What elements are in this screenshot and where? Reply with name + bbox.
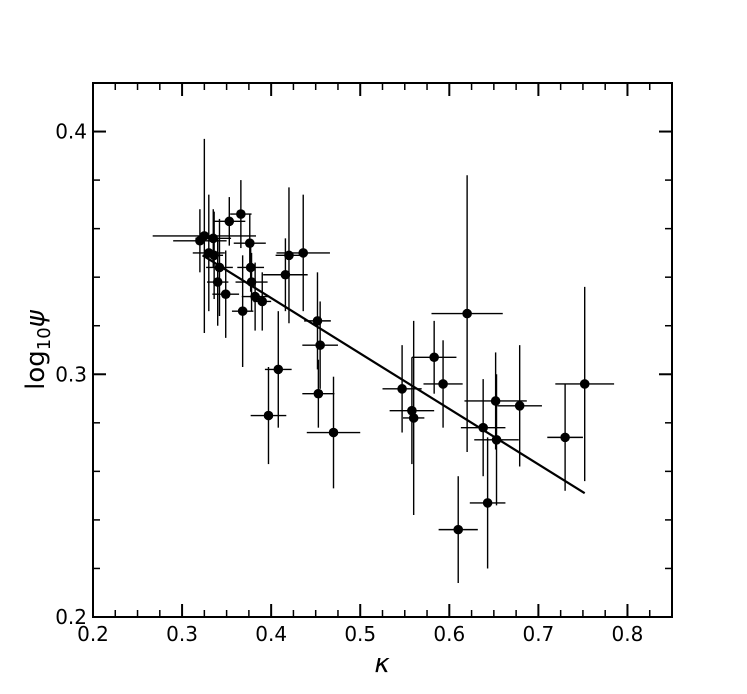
data-point: [263, 410, 274, 421]
data-point: [244, 238, 255, 248]
data-point: [236, 209, 246, 219]
data-point: [280, 269, 291, 280]
data-point: [237, 306, 248, 316]
y-tick-label: 0.2: [55, 605, 87, 629]
data-point: [257, 296, 268, 307]
x-tick-label: 0.6: [433, 622, 465, 646]
x-tick-label: 0.3: [166, 622, 198, 646]
data-point: [209, 250, 219, 261]
x-tick-label: 0.2: [77, 622, 109, 646]
data-point: [284, 250, 294, 261]
data-point: [579, 379, 590, 389]
data-point: [250, 291, 260, 302]
data-point: [298, 248, 309, 258]
data-point: [490, 396, 501, 406]
data-point: [246, 277, 257, 287]
data-point: [482, 498, 493, 508]
fit-line: [201, 254, 586, 495]
data-point: [199, 231, 210, 241]
tick-labels: 0.2 0.3 0.4 0.5 0.6 0.7 0.8 0.2 0.3 0.4: [55, 120, 643, 646]
data-point: [214, 262, 225, 273]
data-point: [313, 388, 324, 399]
data-point: [491, 435, 502, 445]
data-point: [224, 216, 235, 227]
y-axis-label-subscript: 10: [34, 327, 55, 350]
data-points: [195, 209, 590, 535]
x-tick-label: 0.5: [344, 622, 376, 646]
data-point: [438, 379, 448, 389]
x-tick-label: 0.8: [612, 622, 644, 646]
data-point: [245, 262, 256, 273]
x-tick-label: 0.4: [255, 622, 287, 646]
x-tick-label: 0.7: [522, 622, 554, 646]
y-axis-label-main: log: [21, 350, 51, 390]
data-point: [408, 413, 419, 423]
fit-line-group: [201, 254, 586, 495]
data-point: [312, 316, 323, 326]
data-point: [220, 289, 231, 299]
data-point: [397, 384, 407, 394]
y-axis-label: log10ψ: [21, 309, 55, 390]
data-point: [328, 427, 339, 438]
data-point: [407, 405, 417, 416]
data-point: [212, 277, 223, 287]
x-axis-label: κ: [374, 649, 390, 679]
plot-frame: [92, 82, 673, 618]
data-point: [560, 432, 570, 443]
data-point: [429, 352, 439, 363]
data-point: [208, 233, 219, 244]
y-axis-label-symbol: ψ: [21, 309, 51, 327]
data-point: [462, 308, 472, 319]
y-tick-label: 0.3: [55, 362, 87, 386]
data-point: [315, 340, 325, 350]
data-point: [453, 524, 464, 535]
data-point: [478, 422, 488, 433]
y-tick-label: 0.4: [55, 120, 87, 144]
data-point: [273, 364, 284, 375]
data-point: [514, 401, 525, 411]
